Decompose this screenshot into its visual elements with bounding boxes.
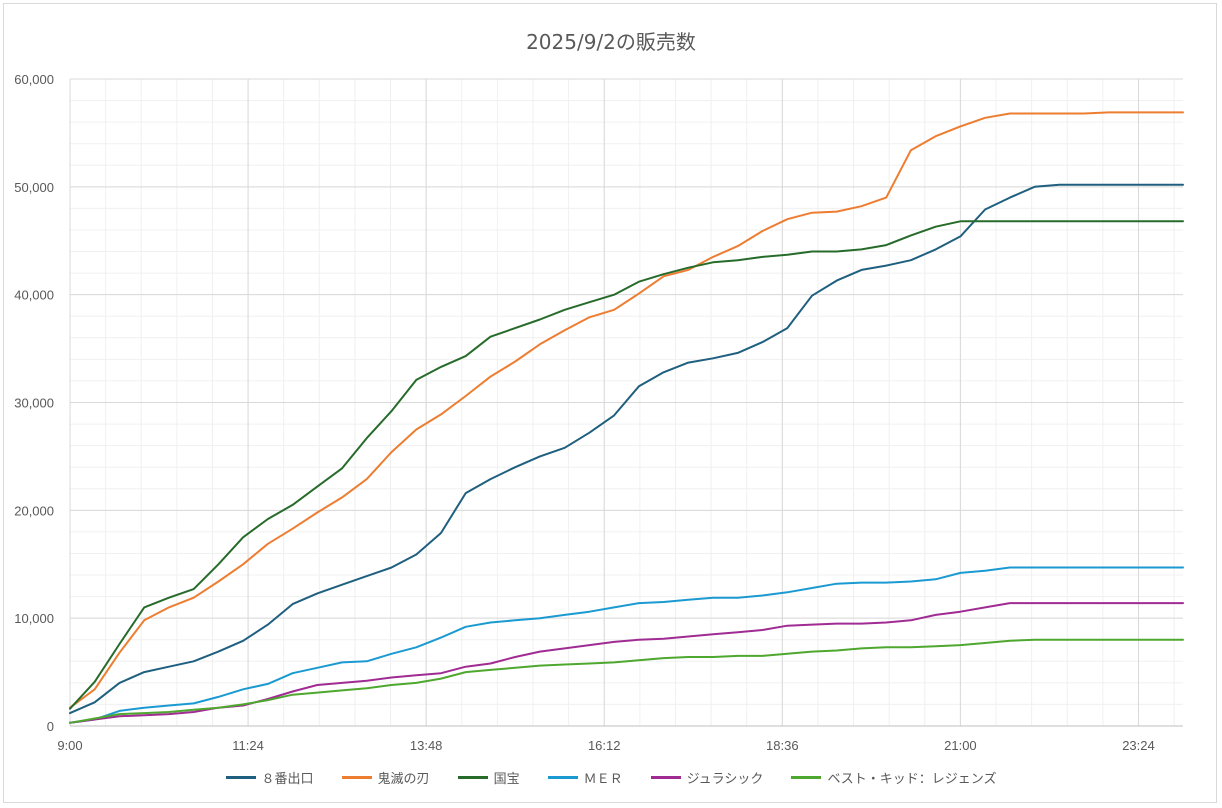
series-line-3: [69, 566, 1184, 724]
x-tick-label: 9:00: [57, 738, 82, 753]
legend-swatch: [341, 776, 372, 779]
y-tick-label: 50,000: [14, 180, 54, 195]
legend-item: ＭＥＲ: [547, 768, 623, 787]
legend-swatch: [791, 776, 822, 779]
legend-label: 鬼滅の刃: [377, 772, 430, 787]
legend: ８番出口 鬼滅の刃 国宝 ＭＥＲ ジュラシック ベスト・キッド：レジェンズ: [0, 768, 1222, 787]
major-gridlines: [69, 78, 1183, 726]
legend-label: ８番出口: [261, 772, 314, 787]
legend-label: ＭＥＲ: [583, 772, 623, 787]
series-line-0: [69, 183, 1184, 715]
x-tick-label: 13:48: [410, 738, 443, 753]
series-line-2: [69, 220, 1184, 710]
x-tick-labels: 9:00 11:24 13:48 16:12 18:36 21:00 23:24: [57, 738, 1154, 753]
y-tick-label: 60,000: [14, 72, 54, 87]
legend-label: ジュラシック: [686, 772, 764, 787]
y-tick-label: 30,000: [14, 396, 54, 411]
y-tick-label: 10,000: [14, 611, 54, 626]
y-tick-label: 40,000: [14, 288, 54, 303]
legend-swatch: [225, 776, 256, 779]
x-tick-label: 23:24: [1122, 738, 1155, 753]
y-tick-labels: 0 10,000 20,000 30,000 40,000 50,000 60,000: [14, 72, 54, 734]
series-line-5: [69, 638, 1184, 724]
legend-swatch: [650, 776, 681, 779]
series-lines: [69, 111, 1184, 724]
legend-swatch: [457, 776, 488, 779]
y-tick-label: 0: [47, 719, 54, 734]
x-tick-label: 16:12: [588, 738, 621, 753]
legend-swatch: [547, 776, 578, 779]
legend-item: ベスト・キッド：レジェンズ: [791, 768, 996, 787]
legend-label: 国宝: [493, 772, 520, 787]
legend-item: 鬼滅の刃: [341, 768, 430, 787]
x-tick-label: 11:24: [232, 738, 264, 753]
legend-item: 国宝: [457, 768, 520, 787]
y-tick-label: 20,000: [14, 503, 54, 518]
chart-title: 2025/9/2の販売数: [526, 30, 696, 54]
x-tick-label: 21:00: [944, 738, 977, 753]
x-tick-label: 18:36: [766, 738, 799, 753]
series-line-1: [69, 111, 1184, 709]
legend-label: ベスト・キッド：レジェンズ: [827, 772, 997, 787]
legend-item: ジュラシック: [650, 768, 764, 787]
legend-item: ８番出口: [225, 768, 314, 787]
